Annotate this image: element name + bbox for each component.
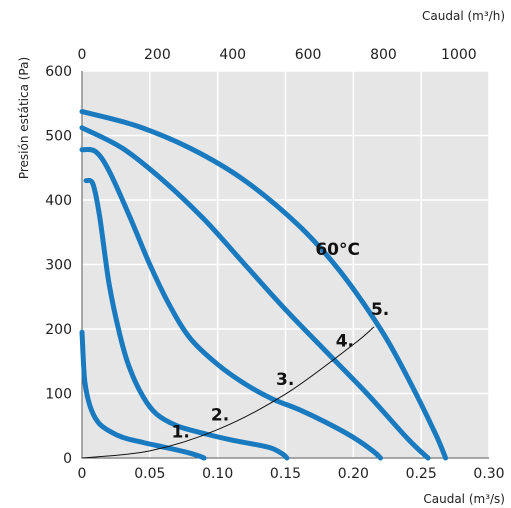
x2-tick-label-4: 800: [370, 47, 397, 63]
x-tick-label-0: 0: [78, 466, 87, 482]
x2-tick-label-1: 200: [144, 47, 171, 63]
x-tick-label-3: 0.15: [270, 466, 301, 482]
x-tick-label-4: 0.20: [338, 466, 369, 482]
curve-label-4: 5.: [371, 300, 389, 320]
x2-tick-label-3: 600: [295, 47, 322, 63]
x-tick-label-6: 0.30: [473, 466, 504, 482]
y-tick-label-5: 500: [45, 129, 72, 145]
curve-3: [79, 146, 383, 461]
curve-1: [79, 329, 207, 461]
x2-tick-labels: 0 200 400 600 800 1000: [78, 47, 477, 63]
y-tick-label-0: 0: [63, 451, 72, 467]
y-tick-labels: 0 100 200 300 400 500 600: [45, 64, 72, 467]
curve-4: [79, 125, 431, 461]
y-tick-label-4: 400: [45, 193, 72, 209]
curve-label-0: 1.: [172, 422, 190, 442]
x2-tick-label-5: 1000: [441, 47, 477, 63]
y-axis-title: Presión estática (Pa): [17, 57, 31, 179]
annotations: 1. 2. 3. 4. 5. 60°C: [172, 240, 390, 443]
x2-tick-label-2: 400: [219, 47, 246, 63]
curve-label-1: 2.: [211, 406, 229, 426]
x-tick-label-5: 0.25: [406, 466, 437, 482]
x-tick-label-2: 0.10: [202, 466, 233, 482]
grid: [81, 70, 490, 459]
curve-2: [83, 177, 290, 461]
x2-axis-title: Caudal (m³/h): [422, 9, 505, 23]
x-axis-title: Caudal (m³/s): [423, 492, 505, 506]
y-tick-label-1: 100: [45, 387, 72, 403]
curve-5: [79, 109, 449, 461]
y-tick-label-3: 300: [45, 258, 72, 274]
y-tick-label-6: 600: [45, 64, 72, 80]
curves: [79, 109, 449, 461]
system-curve: [81, 326, 375, 459]
x-tick-labels: 0 0.05 0.10 0.15 0.20 0.25 0.30: [78, 466, 505, 482]
x-tick-label-1: 0.05: [134, 466, 165, 482]
y-tick-label-2: 200: [45, 322, 72, 338]
curve-label-5: 60°C: [315, 240, 360, 260]
curve-label-2: 3.: [276, 370, 294, 390]
curve-label-3: 4.: [336, 331, 354, 351]
x2-tick-label-0: 0: [78, 47, 87, 63]
